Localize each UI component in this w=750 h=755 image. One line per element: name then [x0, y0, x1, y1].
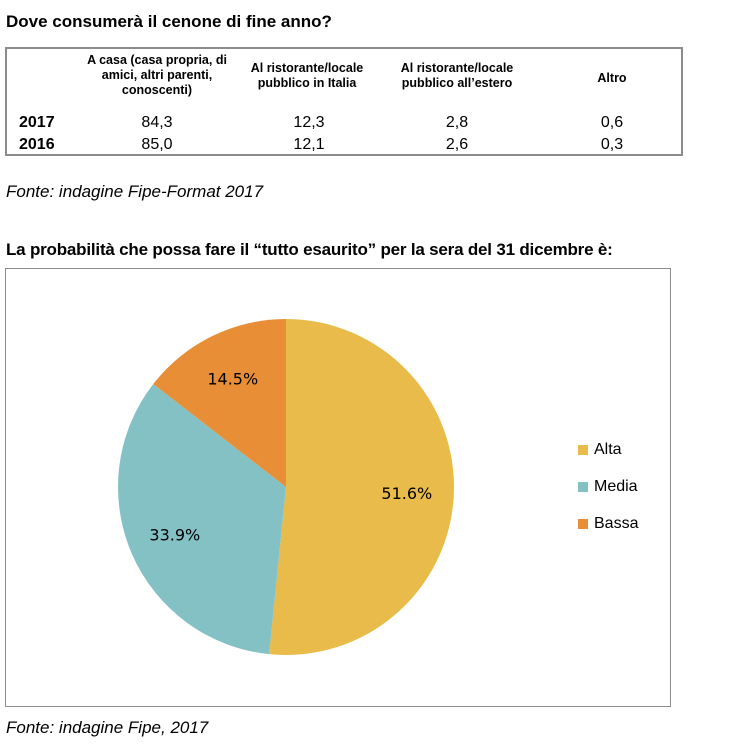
pie-slice-bassa	[153, 319, 286, 487]
data-label-alta: 51.6%	[381, 484, 432, 503]
table-cell: 0,6	[600, 114, 624, 131]
legend-item-media: Media	[578, 478, 638, 496]
legend-swatch	[578, 519, 588, 529]
pie-slice-alta	[269, 319, 454, 655]
data-table: A casa (casa propria, di amici, altri pa…	[5, 47, 683, 156]
table-cell: 12,1	[293, 136, 325, 153]
data-label-bassa: 14.5%	[207, 369, 258, 388]
table-cell: 2,8	[445, 114, 469, 131]
table-source: Fonte: indagine Fipe-Format 2017	[6, 182, 264, 201]
legend-item-alta: Alta	[578, 441, 622, 459]
legend-swatch	[578, 482, 588, 492]
pie-slice-media	[117, 384, 286, 655]
header-other: Altro	[597, 71, 627, 85]
legend-label: Alta	[594, 441, 622, 458]
row-year: 2017	[19, 114, 55, 131]
table-cell: 12,3	[293, 114, 325, 131]
chart-source: Fonte: indagine Fipe, 2017	[6, 718, 209, 737]
header-restaurant-abroad: Al ristorante/locale pubblico all’estero	[400, 61, 514, 90]
chart-frame	[5, 268, 671, 707]
table-title: Dove consumerà il cenone di fine anno?	[6, 12, 332, 31]
legend-swatch	[578, 445, 588, 455]
data-label-media: 33.9%	[149, 526, 200, 545]
legend-label: Media	[594, 478, 638, 495]
row-year: 2016	[19, 136, 55, 153]
legend-label: Bassa	[594, 515, 639, 532]
chart-title: La probabilità che possa fare il “tutto …	[6, 240, 613, 259]
legend-item-bassa: Bassa	[578, 515, 638, 533]
header-home: A casa (casa propria, di amici, altri pa…	[87, 53, 227, 97]
table-cell: 2,6	[445, 136, 469, 153]
header-restaurant-italy: Al ristorante/locale pubblico in Italia	[250, 61, 364, 90]
table-cell: 85,0	[141, 136, 173, 153]
table-cell: 84,3	[141, 114, 173, 131]
table-cell: 0,3	[600, 136, 624, 153]
